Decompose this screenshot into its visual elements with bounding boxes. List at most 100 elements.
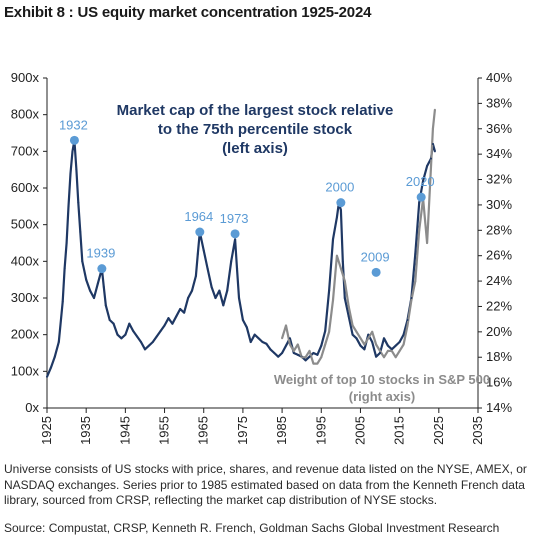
top10-weight-points [281,108,436,365]
largest-stock-ratio-point [359,344,362,347]
largest-stock-ratio-point [71,150,74,153]
largest-stock-ratio-point [67,205,70,208]
right-series-label-line2: (right axis) [349,389,415,404]
largest-stock-ratio-point [159,330,162,332]
top10-weight-point [343,280,346,283]
left-tick-label: 300x [11,290,40,305]
largest-stock-ratio-point [206,267,209,270]
largest-stock-ratio-point [341,260,344,263]
left-tick-label: 800x [11,107,40,122]
top10-weight-line [281,109,436,365]
x-tick-label: 2025 [431,416,446,445]
largest-stock-ratio-point [332,238,335,241]
largest-stock-ratio-point [61,300,64,303]
largest-stock-ratio-point [431,143,434,145]
annotation-marker [97,264,107,274]
annotation-label: 2000 [325,180,354,195]
largest-stock-ratio-point [53,355,56,358]
annotation-label: 2020 [406,174,435,189]
largest-stock-ratio-point [136,335,139,338]
largest-stock-ratio-point [402,333,405,336]
left-tick-label: 400x [11,253,40,268]
x-tick-label: 1975 [235,416,250,445]
largest-stock-ratio-point [414,253,417,255]
largest-stock-ratio-point [147,344,150,347]
annotation-marker [371,267,381,277]
left-tick-label: 100x [11,363,40,378]
largest-stock-ratio-point [202,249,205,252]
largest-stock-ratio-point [328,289,331,292]
annotation-marker [195,227,205,237]
right-tick-label: 32% [486,172,512,187]
largest-stock-ratio-point [230,260,233,263]
largest-stock-ratio-point [296,353,299,356]
right-series-label-line1: Weight of top 10 stocks in S&P 500 [274,372,490,387]
right-tick-label: 36% [486,121,512,136]
largest-stock-ratio-point [367,333,370,336]
top10-weight-point [324,343,327,346]
top10-weight-point [312,362,315,365]
x-tick-label: 1925 [39,416,54,445]
largest-stock-ratio-point [171,322,174,325]
left-tick-label: 900x [11,70,40,85]
largest-stock-ratio-point [347,315,350,318]
top10-weight-point [390,349,393,352]
largest-stock-ratio-point [218,289,221,292]
top10-weight-point [406,324,409,327]
largest-stock-ratio-point [339,209,342,211]
top10-weight-point [426,242,429,244]
largest-stock-ratio-point [187,297,190,299]
top10-weight-point [300,356,303,359]
left-tick-label: 500x [11,217,40,232]
largest-stock-ratio-point [69,172,72,175]
largest-stock-ratio-point [249,341,252,343]
top10-weight-point [281,337,284,340]
right-tick-label: 38% [486,95,512,110]
largest-stock-ratio-point [433,150,436,153]
largest-stock-ratio-point [79,231,82,233]
top10-weight-point [285,324,288,327]
top10-weight-point [371,330,374,333]
left-series-label-line2: to the 75th percentile stock [158,121,353,138]
annotation-marker [69,135,79,145]
largest-stock-ratio-point [375,355,378,358]
right-tick-label: 26% [486,248,512,263]
annotation-label: 1973 [220,211,249,226]
left-series-label-line1: Market cap of the largest stock relative [117,102,394,119]
right-tick-label: 14% [486,400,512,415]
largest-stock-ratio-point [379,352,382,354]
largest-stock-ratio-point [65,242,68,244]
largest-stock-ratio-point [77,201,80,204]
largest-stock-ratio-point [386,344,389,347]
largest-stock-ratio-point [175,315,178,318]
top10-weight-point [339,267,342,270]
largest-stock-ratio-point [108,319,111,321]
largest-stock-ratio-point [226,289,229,292]
largest-stock-ratio-point [429,157,432,160]
annotation-label: 1939 [86,246,115,261]
largest-stock-ratio-point [104,304,107,307]
largest-stock-ratio-point [116,333,119,336]
right-tick-label: 40% [486,70,512,85]
top10-weight-point [328,330,331,333]
largest-stock-ratio-point [183,311,186,314]
largest-stock-ratio-point [93,297,96,299]
largest-stock-ratio-point [371,341,374,343]
annotation-marker [416,192,426,202]
right-tick-label: 24% [486,273,512,288]
largest-stock-ratio-point [128,322,131,325]
top10-weight-point [429,165,432,168]
annotations: 1932 1939 1964 1973 2000 2009 2020 [59,117,435,277]
largest-stock-ratio-point [132,330,135,332]
largest-stock-ratio-point [304,359,307,362]
largest-stock-ratio-point [96,282,99,285]
annotation-marker [336,198,346,208]
right-tick-label: 30% [486,197,512,212]
largest-stock-ratio-point [112,322,115,325]
x-tick-label: 1945 [117,416,132,445]
x-tick-label: 2015 [392,416,407,445]
largest-stock-ratio-point [257,337,260,340]
largest-stock-ratio-point [163,324,166,327]
annotation-label: 1964 [184,209,213,224]
top10-weight-point [402,343,405,346]
